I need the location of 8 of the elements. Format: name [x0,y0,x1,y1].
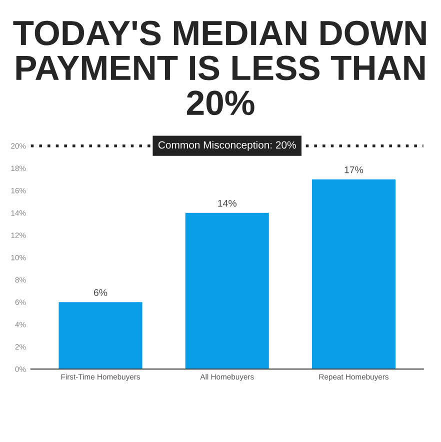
data-label: 17% [344,166,364,174]
bar [185,212,269,370]
bar [312,179,396,370]
ref-line-label: Common Misconception: 20% [158,141,296,151]
chart-title: TODAY'S MEDIAN DOWN PAYMENT IS LESS THAN 20% [13,20,426,116]
bar [58,302,142,370]
data-label: 6% [94,289,108,296]
data-label: 14% [218,200,236,207]
